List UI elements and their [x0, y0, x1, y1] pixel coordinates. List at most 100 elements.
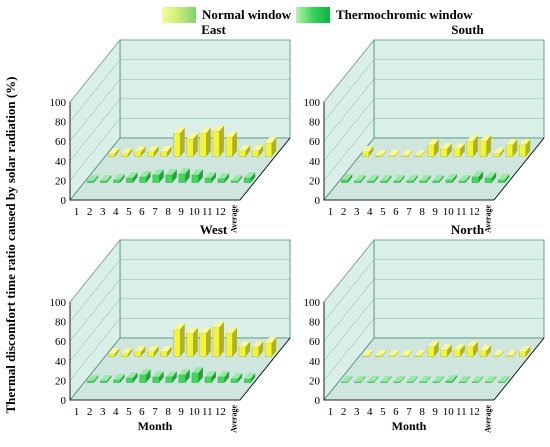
x-tick-label: 6: [393, 406, 399, 418]
bar-normal-5: [160, 146, 172, 157]
bar-top: [453, 143, 465, 149]
x-tick-label: 12: [469, 406, 480, 418]
bar-top: [375, 350, 387, 356]
bar-thermochromic-8: [432, 175, 444, 183]
bar-side: [154, 346, 159, 357]
bar-thermochromic-3: [113, 374, 125, 383]
bar-side: [439, 376, 444, 383]
bar-side: [452, 375, 457, 383]
gridline: [69, 118, 290, 181]
bar-top: [199, 127, 211, 134]
gridline: [69, 259, 290, 322]
bar-normal-9: [212, 321, 224, 357]
bar-normal-7: [186, 327, 198, 357]
y-tick-label: 60: [309, 136, 321, 148]
bar-top: [218, 371, 230, 377]
bar-top: [212, 321, 224, 328]
bar-front: [251, 150, 259, 157]
y-tick-label: 40: [309, 356, 321, 368]
bar-side: [387, 376, 392, 383]
bar-front: [100, 380, 108, 383]
bar-side: [154, 146, 159, 157]
bar-side: [473, 341, 478, 357]
bar-front: [445, 380, 453, 383]
bar-top: [212, 125, 224, 132]
bar-side: [491, 376, 497, 383]
bar-front: [388, 355, 396, 357]
x-tick-label: 6: [139, 406, 145, 418]
bar-side: [167, 146, 172, 157]
bar-top: [191, 367, 203, 373]
y-tick-label: 20: [309, 175, 321, 187]
bar-side: [434, 139, 439, 157]
x-axis-label: Month: [392, 419, 427, 433]
bar-thermochromic-11: [471, 376, 484, 383]
bar-side: [224, 371, 230, 383]
x-tick-label: 12: [215, 406, 226, 418]
bar-side: [460, 143, 465, 157]
bar-top: [165, 371, 177, 377]
bar-top: [152, 371, 164, 377]
y-tick-label: 100: [50, 97, 67, 109]
bar-side: [426, 376, 431, 383]
bar-front: [427, 144, 435, 157]
bar-top: [265, 137, 277, 143]
bar-thermochromic-6: [152, 169, 164, 183]
x-tick-label: 7: [406, 206, 412, 218]
bar-front: [380, 381, 388, 383]
bar-side: [452, 174, 457, 183]
bar-thermochromic-9: [445, 375, 457, 383]
bar-normal-10: [479, 345, 491, 357]
bar-thermochromic-2: [100, 175, 112, 183]
gridline: [323, 318, 544, 381]
bar-normal-4: [147, 346, 159, 357]
bar-front: [147, 151, 155, 157]
bar-normal-11: [238, 145, 251, 157]
bar-top: [466, 135, 478, 141]
bar-top: [388, 350, 400, 356]
bar-top: [362, 350, 374, 356]
x-tick-label: 8: [165, 206, 171, 218]
bar-side: [447, 344, 452, 357]
bar-front: [238, 150, 246, 157]
x-tick-label: 1: [328, 406, 334, 418]
bar-top: [108, 348, 120, 354]
depth-axis-line: [239, 137, 291, 201]
x-tick-label: 10: [443, 206, 455, 218]
bar-top: [453, 344, 465, 350]
bar-front: [121, 153, 129, 157]
bar-side: [525, 139, 531, 157]
bar-side: [232, 327, 237, 357]
bar-front: [406, 180, 414, 183]
bar-top: [459, 175, 470, 181]
back-wall: [373, 239, 545, 339]
bar-front: [212, 327, 220, 357]
bar-side: [146, 171, 151, 183]
bar-normal-4: [401, 150, 413, 157]
bar-front: [414, 155, 422, 157]
bar-top: [126, 172, 138, 178]
bar-thermochromic-7: [419, 175, 431, 183]
x-tick-label: 4: [113, 206, 119, 218]
y-tick-label: 80: [55, 117, 67, 129]
bar-normal-6: [173, 127, 185, 157]
bar-thermochromic-average: [498, 376, 510, 383]
bar-front: [217, 376, 225, 383]
bar-top: [440, 143, 452, 149]
bar-top: [121, 348, 133, 354]
bar-side: [219, 321, 224, 357]
bar-thermochromic-4: [380, 175, 392, 183]
bar-top: [414, 350, 426, 356]
bar-front: [519, 351, 526, 357]
y-tick-label: 20: [309, 375, 321, 387]
bar-thermochromic-3: [367, 376, 379, 383]
bar-front: [419, 381, 427, 383]
gridline: [323, 78, 544, 142]
bar-normal-average: [519, 346, 531, 357]
bar-thermochromic-7: [165, 371, 177, 383]
bar-top: [459, 376, 470, 382]
bar-top: [341, 376, 353, 382]
y-axis-label: Thermal discomfort time ratio caused by …: [3, 77, 18, 414]
bar-front: [199, 132, 207, 157]
